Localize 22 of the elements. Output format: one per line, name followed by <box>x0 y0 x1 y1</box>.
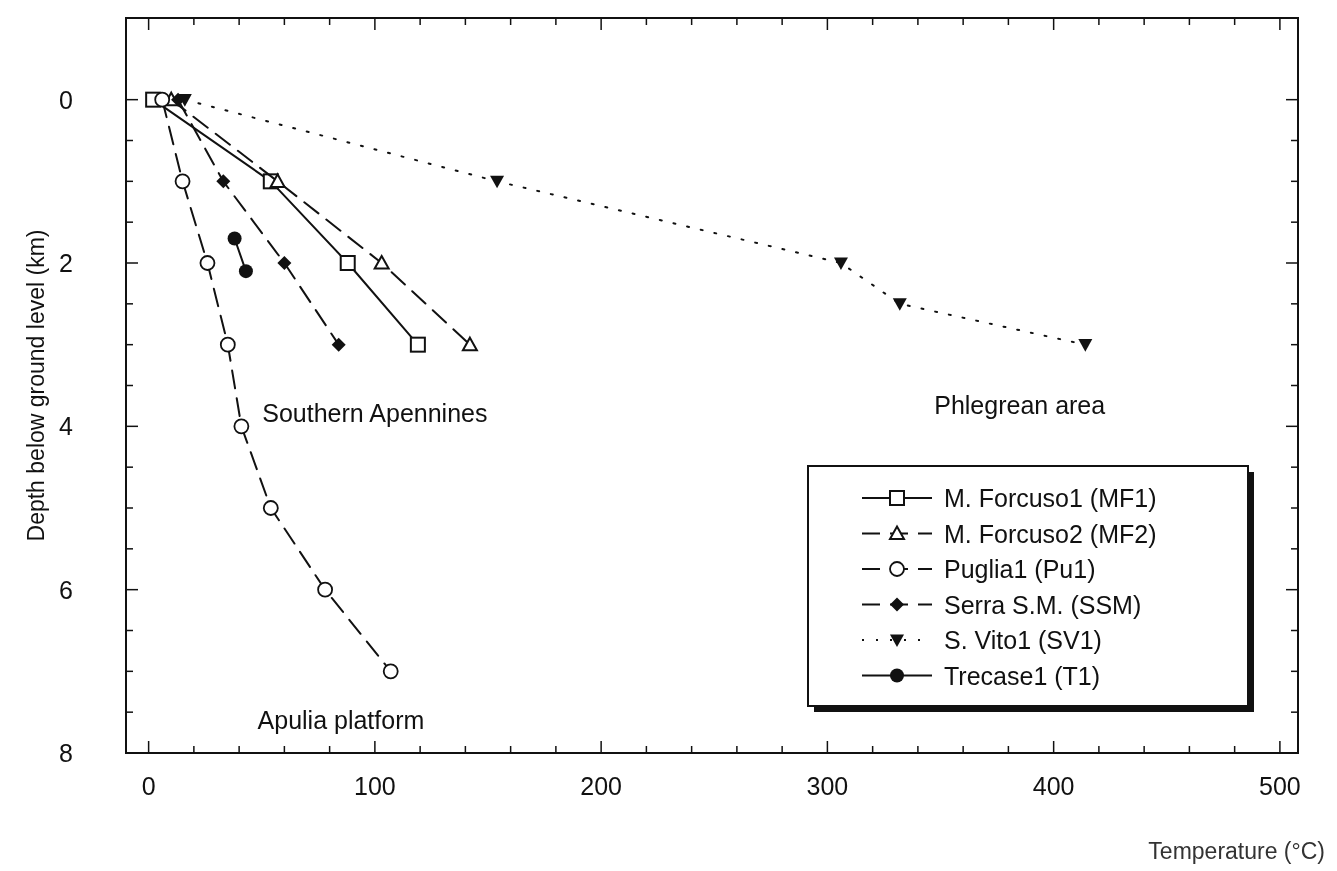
y-tick-label: 8 <box>59 739 73 767</box>
legend-label: S. Vito1 (SV1) <box>944 626 1102 654</box>
x-tick-label: 100 <box>354 772 396 800</box>
y-tick-label: 0 <box>59 85 73 114</box>
x-tick-label: 200 <box>580 772 622 800</box>
y-tick-label: 2 <box>59 249 73 277</box>
annotation: Apulia platform <box>257 705 425 734</box>
x-axis-title: Temperature (°C) <box>1148 838 1325 864</box>
legend-label: M. Forcuso2 (MF2) <box>944 519 1157 548</box>
annotation: Southern Apennines <box>262 399 488 428</box>
y-axis-title: Depth below ground level (km) <box>23 229 49 542</box>
y-tick-label: 4 <box>59 412 74 441</box>
legend-label: M. Forcuso1 (MF1) <box>944 484 1157 512</box>
legend-label: Puglia1 (Pu1) <box>944 555 1096 583</box>
legend-label: Trecase1 (T1) <box>944 661 1101 690</box>
x-tick-label: 300 <box>806 772 849 800</box>
x-tick-label: 400 <box>1032 772 1075 800</box>
y-tick-label: 6 <box>59 575 73 604</box>
legend-label: Serra S.M. (SSM) <box>944 590 1142 619</box>
x-tick-label: 0 <box>141 772 156 800</box>
annotation: Phlegrean area <box>934 391 1106 420</box>
x-tick-label: 500 <box>1259 772 1301 800</box>
